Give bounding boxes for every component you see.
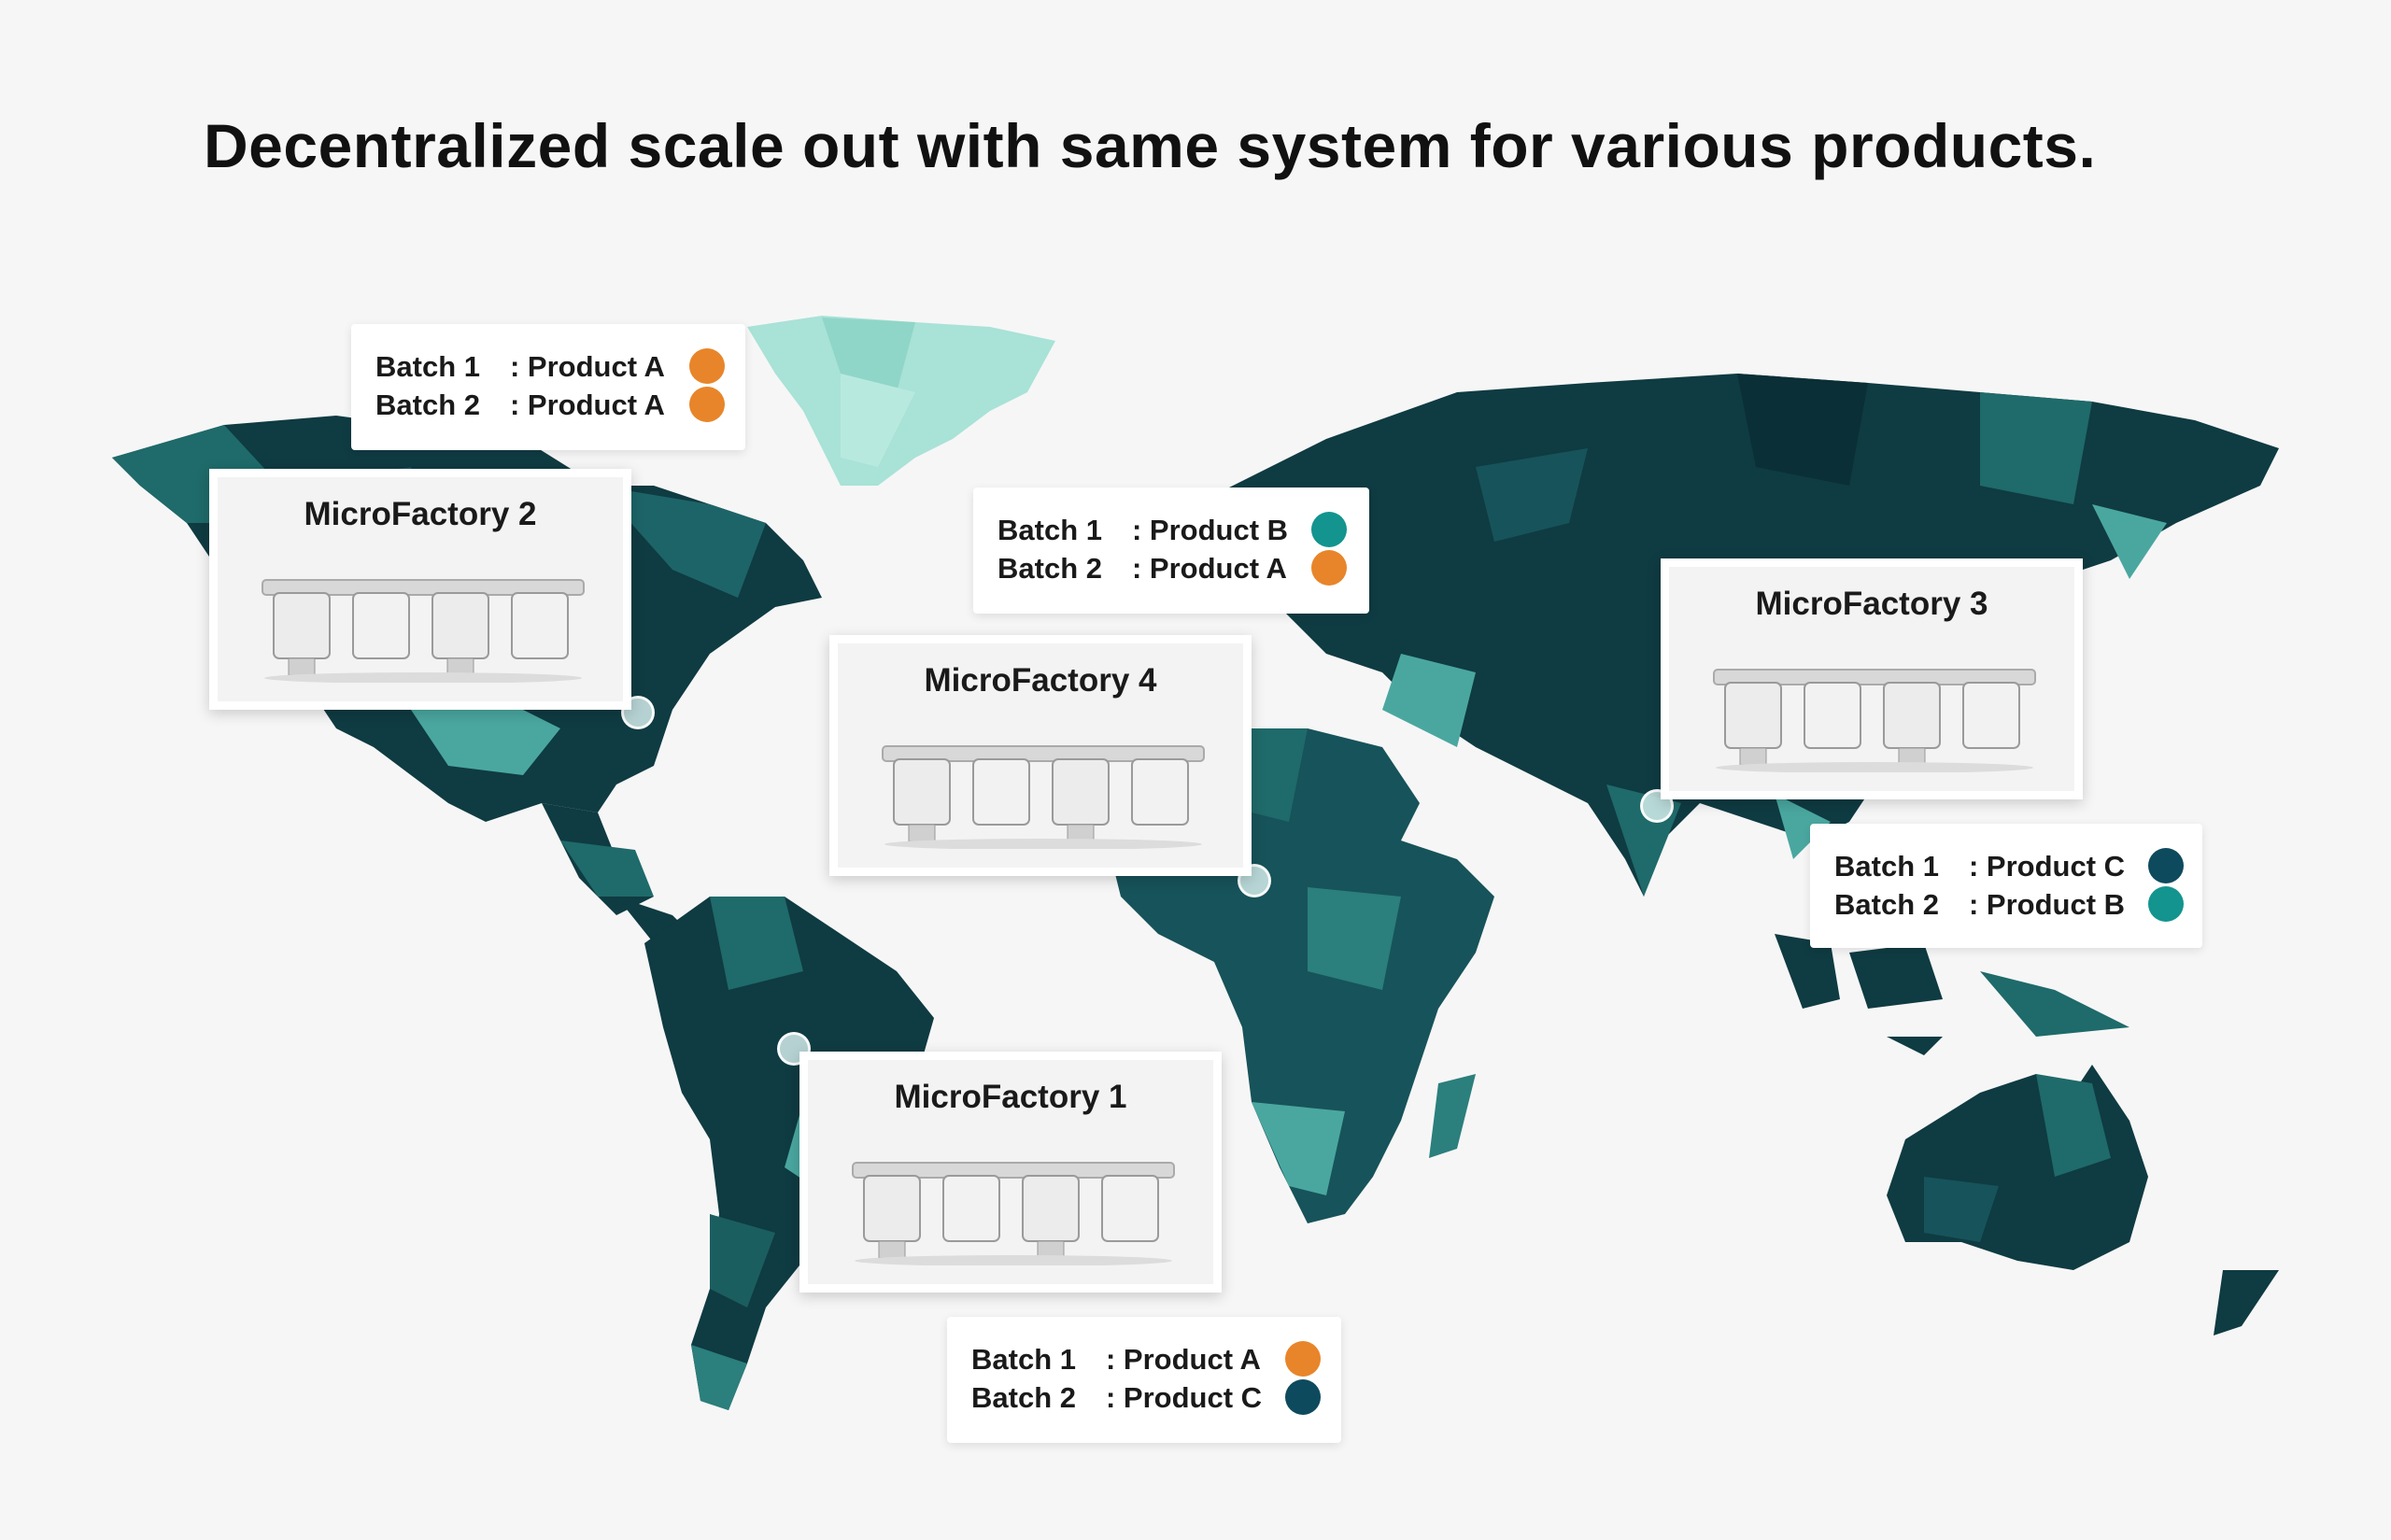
batch-label: Batch 2 [1834, 888, 1939, 921]
factory-title: MicroFactory 3 [1755, 586, 1988, 622]
batch-label: Batch 1 [997, 514, 1102, 546]
microfactory-machine-image [882, 745, 1205, 849]
location-marker-microfactory-3[interactable] [1640, 789, 1674, 823]
batch-product: : Product C [1106, 1381, 1263, 1414]
batch-row: Batch 2 : Product B [1834, 886, 2184, 926]
batch-product: : Product A [510, 350, 665, 383]
batch-row: Batch 1 : Product B [997, 512, 1347, 552]
batch-product: : Product A [510, 389, 665, 421]
product-a-dot [1285, 1341, 1321, 1377]
microfactory-card-3[interactable]: MicroFactory 3 [1661, 558, 2083, 799]
batch-row: Batch 2 : Product A [375, 387, 725, 427]
batch-label: Batch 1 [375, 350, 480, 383]
batch-label: Batch 1 [1834, 850, 1939, 883]
microfactory-machine-image [1713, 669, 2036, 772]
product-b-dot [1311, 512, 1347, 547]
page-title: Decentralized scale out with same system… [204, 111, 2097, 180]
microfactory-card-2[interactable]: MicroFactory 2 [209, 469, 631, 710]
product-a-dot [689, 387, 725, 422]
batch-label: Batch 2 [375, 389, 480, 421]
location-marker-microfactory-1[interactable] [777, 1032, 811, 1066]
batch-row: Batch 2 : Product C [971, 1379, 1321, 1420]
batch-product: : Product B [1132, 514, 1289, 546]
islands-shape [1775, 934, 2129, 1055]
microfactory-card-1[interactable]: MicroFactory 1 [799, 1052, 1222, 1293]
batch-row: Batch 2 : Product A [997, 550, 1347, 590]
batch-box-microfactory-4: Batch 1 : Product B Batch 2 : Product A [973, 487, 1369, 614]
product-a-dot [1311, 550, 1347, 586]
batch-row: Batch 1 : Product A [971, 1341, 1321, 1381]
microfactory-machine-image [852, 1162, 1175, 1265]
product-a-dot [689, 348, 725, 384]
factory-title: MicroFactory 4 [924, 662, 1157, 699]
product-b-dot [2148, 886, 2184, 922]
greenland-shape [747, 316, 1055, 486]
australia-shape [1887, 1065, 2279, 1335]
batch-row: Batch 1 : Product A [375, 348, 725, 389]
batch-label: Batch 2 [997, 552, 1102, 585]
batch-product: : Product A [1132, 552, 1287, 585]
product-c-dot [1285, 1379, 1321, 1415]
factory-title: MicroFactory 2 [304, 496, 537, 532]
batch-product: : Product A [1106, 1343, 1261, 1376]
batch-box-microfactory-3: Batch 1 : Product C Batch 2 : Product B [1810, 824, 2202, 948]
microfactory-card-4[interactable]: MicroFactory 4 [829, 635, 1252, 876]
batch-box-microfactory-1: Batch 1 : Product A Batch 2 : Product C [947, 1317, 1341, 1443]
factory-title: MicroFactory 1 [894, 1079, 1127, 1115]
batch-product: : Product B [1969, 888, 2126, 921]
product-c-dot [2148, 848, 2184, 883]
batch-label: Batch 2 [971, 1381, 1076, 1414]
batch-product: : Product C [1969, 850, 2126, 883]
batch-box-microfactory-2: Batch 1 : Product A Batch 2 : Product A [351, 324, 745, 450]
batch-row: Batch 1 : Product C [1834, 848, 2184, 888]
batch-label: Batch 1 [971, 1343, 1076, 1376]
microfactory-machine-image [262, 579, 585, 683]
